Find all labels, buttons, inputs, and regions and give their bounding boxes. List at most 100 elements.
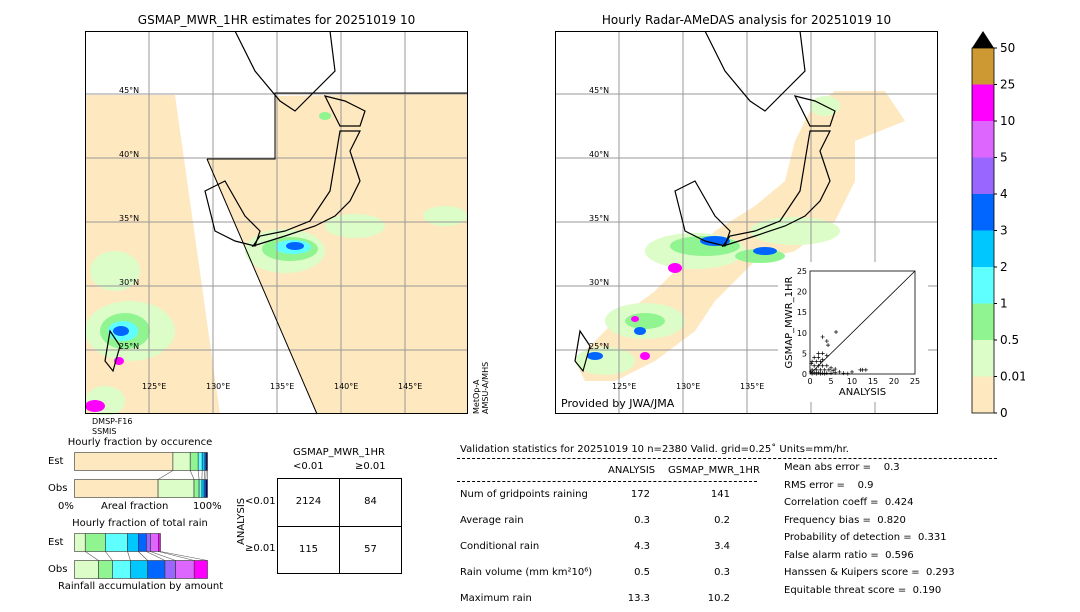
scatter-point [829,365,833,370]
scatter-ytick: 25 [797,267,807,276]
stats-col-rule [457,481,757,482]
stats-row-gsmap: 0.2 [714,515,730,526]
scatter-point [810,367,815,372]
cell-hit: 57 [364,544,377,555]
scatter-ytick: 0 [802,370,807,379]
colorbar-segment [972,230,994,267]
left-lon-135: 135°E [270,382,295,391]
scatter-point [814,359,819,364]
contingency-col-0: <0.01 [293,461,324,472]
bar-connector [189,470,195,480]
sensor-metop: MetOp-A [472,379,481,414]
stacked-bar-segment [138,533,147,552]
left-lon-130: 130°E [206,382,231,391]
contingency-col-1: ≥0.01 [355,461,386,472]
colorbar-label: 0.01 [1000,370,1025,384]
stacked-bar-segment [158,533,161,552]
totalrain-obs-label: Obs [48,564,68,575]
scatter-point [818,371,823,376]
scatter-point [841,371,846,376]
stats-col-gsmap: GSMAP_MWR_1HR [668,465,760,476]
stacked-bar-segment [127,533,139,552]
stacked-bar-segment [205,452,208,471]
left-lat-35: 35°N [119,214,140,223]
contingency-table: 2124 84 115 57 [277,478,402,574]
stacked-bar-segment [146,533,151,552]
scatter-point [824,363,829,368]
occurrence-tick-100: 100% [193,501,222,512]
scatter-point [818,367,823,372]
scatter-point [831,368,836,373]
scatter-ylabel: GSMAP_MWR_1HR [784,277,795,369]
scatter-point [833,370,838,375]
stacked-bar-segment [189,452,199,471]
occurrence-xlabel: Areal fraction [101,501,169,512]
stats-row-label: Maximum rain [460,593,532,604]
stats-row-analysis: 0.5 [634,567,650,578]
stacked-bar-segment [175,560,195,579]
scatter-point [810,371,815,376]
scatter-point [820,363,825,368]
colorbar-label: 10 [1000,114,1015,128]
scatter-xtick: 15 [868,377,878,386]
bar-connector [150,551,176,561]
bar-connector [158,551,195,561]
colorbar-label: 4 [1000,187,1008,201]
scatter-point [820,371,825,376]
scatter-xtick: 25 [910,377,920,386]
stats-row-analysis: 172 [630,489,650,500]
scatter-point [814,371,819,376]
scatter-ytick: 15 [797,308,807,317]
scatter-point [816,355,821,360]
sensor-dmsp: DMSP-F16 [92,417,133,426]
stacked-bar-segment [157,479,195,498]
right-lat-35: 35°N [589,214,610,223]
occurrence-est-label: Est [48,456,64,467]
sensor-ssmis: SSMIS [92,427,117,436]
scatter-xlabel: ANALYSIS [839,387,886,398]
stats-score: Mean abs error = 0.3 [784,462,900,473]
totalrain-bars [74,533,208,579]
scatter-point [837,369,842,374]
stats-score: Frequency bias = 0.820 [784,514,906,526]
left-swath-east [207,93,468,414]
bar-connector [157,470,174,480]
left-lat-45: 45°N [119,86,140,95]
stacked-bar-segment [112,560,131,579]
colorbar-segment [972,194,994,231]
stacked-bar-segment [130,560,148,579]
totalrain-xlabel: Rainfall accumulation by amount [58,581,224,592]
sensor-amsu: AMSU-A/MHS [481,361,490,414]
stacked-bar-segment [98,560,113,579]
right-coastlines [574,31,836,373]
stats-score: Correlation coeff = 0.424 [784,497,914,508]
scatter-point [809,361,814,366]
contingency-title: GSMAP_MWR_1HR [293,447,385,458]
right-lon-130: 130°E [676,382,701,391]
right-map-title: Hourly Radar-AMeDAS analysis for 2025101… [601,13,892,27]
stats-col-analysis: ANALYSIS [608,465,656,476]
left-map [85,31,468,415]
bar-connector [203,470,206,480]
scatter-point [822,367,827,372]
scatter-point [812,370,817,375]
stacked-bar-segment [193,560,208,579]
stats-score: Hanssen & Kuipers score = 0.293 [784,567,955,578]
right-lat-40: 40°N [589,150,610,159]
scatter-point [833,367,838,372]
stacked-bar-segment [164,560,176,579]
colorbar-label: 5 [1000,151,1008,165]
colorbar-segment [972,121,994,158]
stacked-bar-segment [74,479,159,498]
scatter-point [824,371,829,376]
scatter-point [818,359,823,364]
colorbar-label: 2 [1000,260,1008,274]
colorbar-label: 3 [1000,224,1008,238]
contingency-row-1: ≥0.01 [245,543,276,554]
bar-connector [85,551,99,561]
colorbar-extend-triangle [972,31,994,48]
stats-row-gsmap: 10.2 [707,593,730,604]
stats-score: RMS error = 0.9 [784,479,874,491]
stacked-bar-segment [201,452,206,471]
left-lon-145: 145°E [398,382,423,391]
